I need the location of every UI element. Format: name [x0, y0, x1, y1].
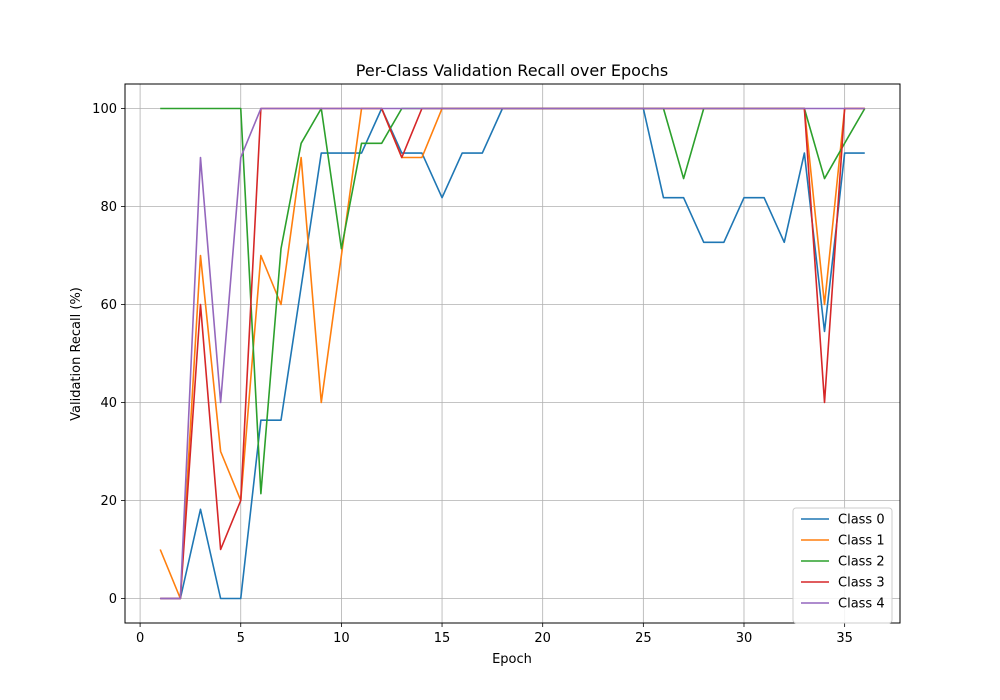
x-tick-label: 25 [635, 631, 652, 646]
plot-frame [124, 83, 901, 624]
y-tick-label: 100 [92, 102, 117, 117]
y-tick-label: 60 [100, 298, 117, 313]
y-axis-label: Validation Recall (%) [69, 287, 84, 421]
x-tick-label: 15 [434, 631, 451, 646]
y-tick-label: 80 [100, 200, 117, 215]
x-tick-label: 35 [836, 631, 853, 646]
legend-label-class-4: Class 4 [838, 597, 885, 612]
x-tick-label: 0 [136, 631, 144, 646]
legend-box [792, 507, 893, 624]
y-tick-label: 0 [109, 592, 117, 607]
x-axis-label: Epoch [492, 652, 532, 667]
x-tick-label: 10 [333, 631, 350, 646]
y-tick-label: 20 [100, 494, 117, 509]
legend-label-class-0: Class 0 [838, 513, 885, 528]
series-line-class-4 [160, 107, 865, 600]
axis-ticks: 0 5 10 15 20 25 30 35 0 20 40 60 80 100 [92, 102, 853, 646]
legend-label-class-1: Class 1 [838, 534, 885, 549]
chart-title: Per-Class Validation Recall over Epochs [356, 61, 668, 80]
plot-lines [159, 107, 866, 600]
y-tick-label: 40 [100, 396, 117, 411]
x-tick-label: 5 [237, 631, 245, 646]
x-tick-label: 30 [736, 631, 753, 646]
legend-label-class-3: Class 3 [838, 576, 885, 591]
legend-label-class-2: Class 2 [838, 555, 885, 570]
x-tick-label: 20 [534, 631, 551, 646]
legend: Class 0 Class 1 Class 2 Class 3 Class 4 [792, 507, 893, 624]
